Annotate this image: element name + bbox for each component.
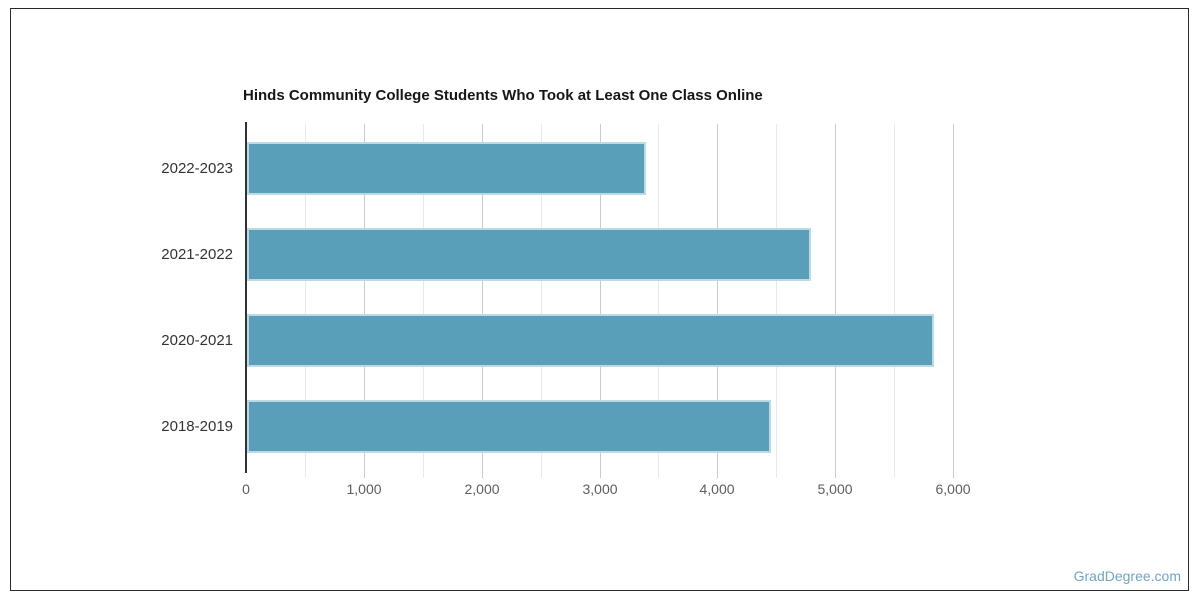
minor-gridline (305, 124, 306, 478)
bar-2021-2022 (247, 228, 811, 281)
major-gridline (600, 124, 601, 478)
y-axis-category-label: 2020-2021 (161, 331, 233, 349)
watermark-link[interactable]: GradDegree.com (1073, 568, 1181, 584)
x-axis-tick-label: 6,000 (935, 481, 971, 497)
x-axis-tick-label: 3,000 (582, 481, 618, 497)
bar-2020-2021 (247, 314, 934, 367)
major-gridline (717, 124, 718, 478)
minor-gridline (541, 124, 542, 478)
minor-gridline (894, 124, 895, 478)
x-axis-tick-label: 5,000 (817, 481, 853, 497)
y-axis-line (245, 122, 247, 473)
y-axis-category-label: 2022-2023 (161, 159, 233, 177)
x-axis-tick-label: 0 (242, 481, 250, 497)
major-gridline (364, 124, 365, 478)
minor-gridline (658, 124, 659, 478)
major-gridline (835, 124, 836, 478)
bar-2018-2019 (247, 400, 771, 453)
minor-gridline (423, 124, 424, 478)
y-axis-category-label: 2018-2019 (161, 417, 233, 435)
x-axis-tick-label: 2,000 (464, 481, 500, 497)
chart-title: Hinds Community College Students Who Too… (243, 87, 763, 104)
x-axis-tick-label: 4,000 (699, 481, 735, 497)
minor-gridline (776, 124, 777, 478)
y-axis-category-label: 2021-2022 (161, 245, 233, 263)
major-gridline (953, 124, 954, 478)
x-axis-tick-label: 1,000 (346, 481, 382, 497)
major-gridline (482, 124, 483, 478)
bar-2022-2023 (247, 142, 646, 195)
